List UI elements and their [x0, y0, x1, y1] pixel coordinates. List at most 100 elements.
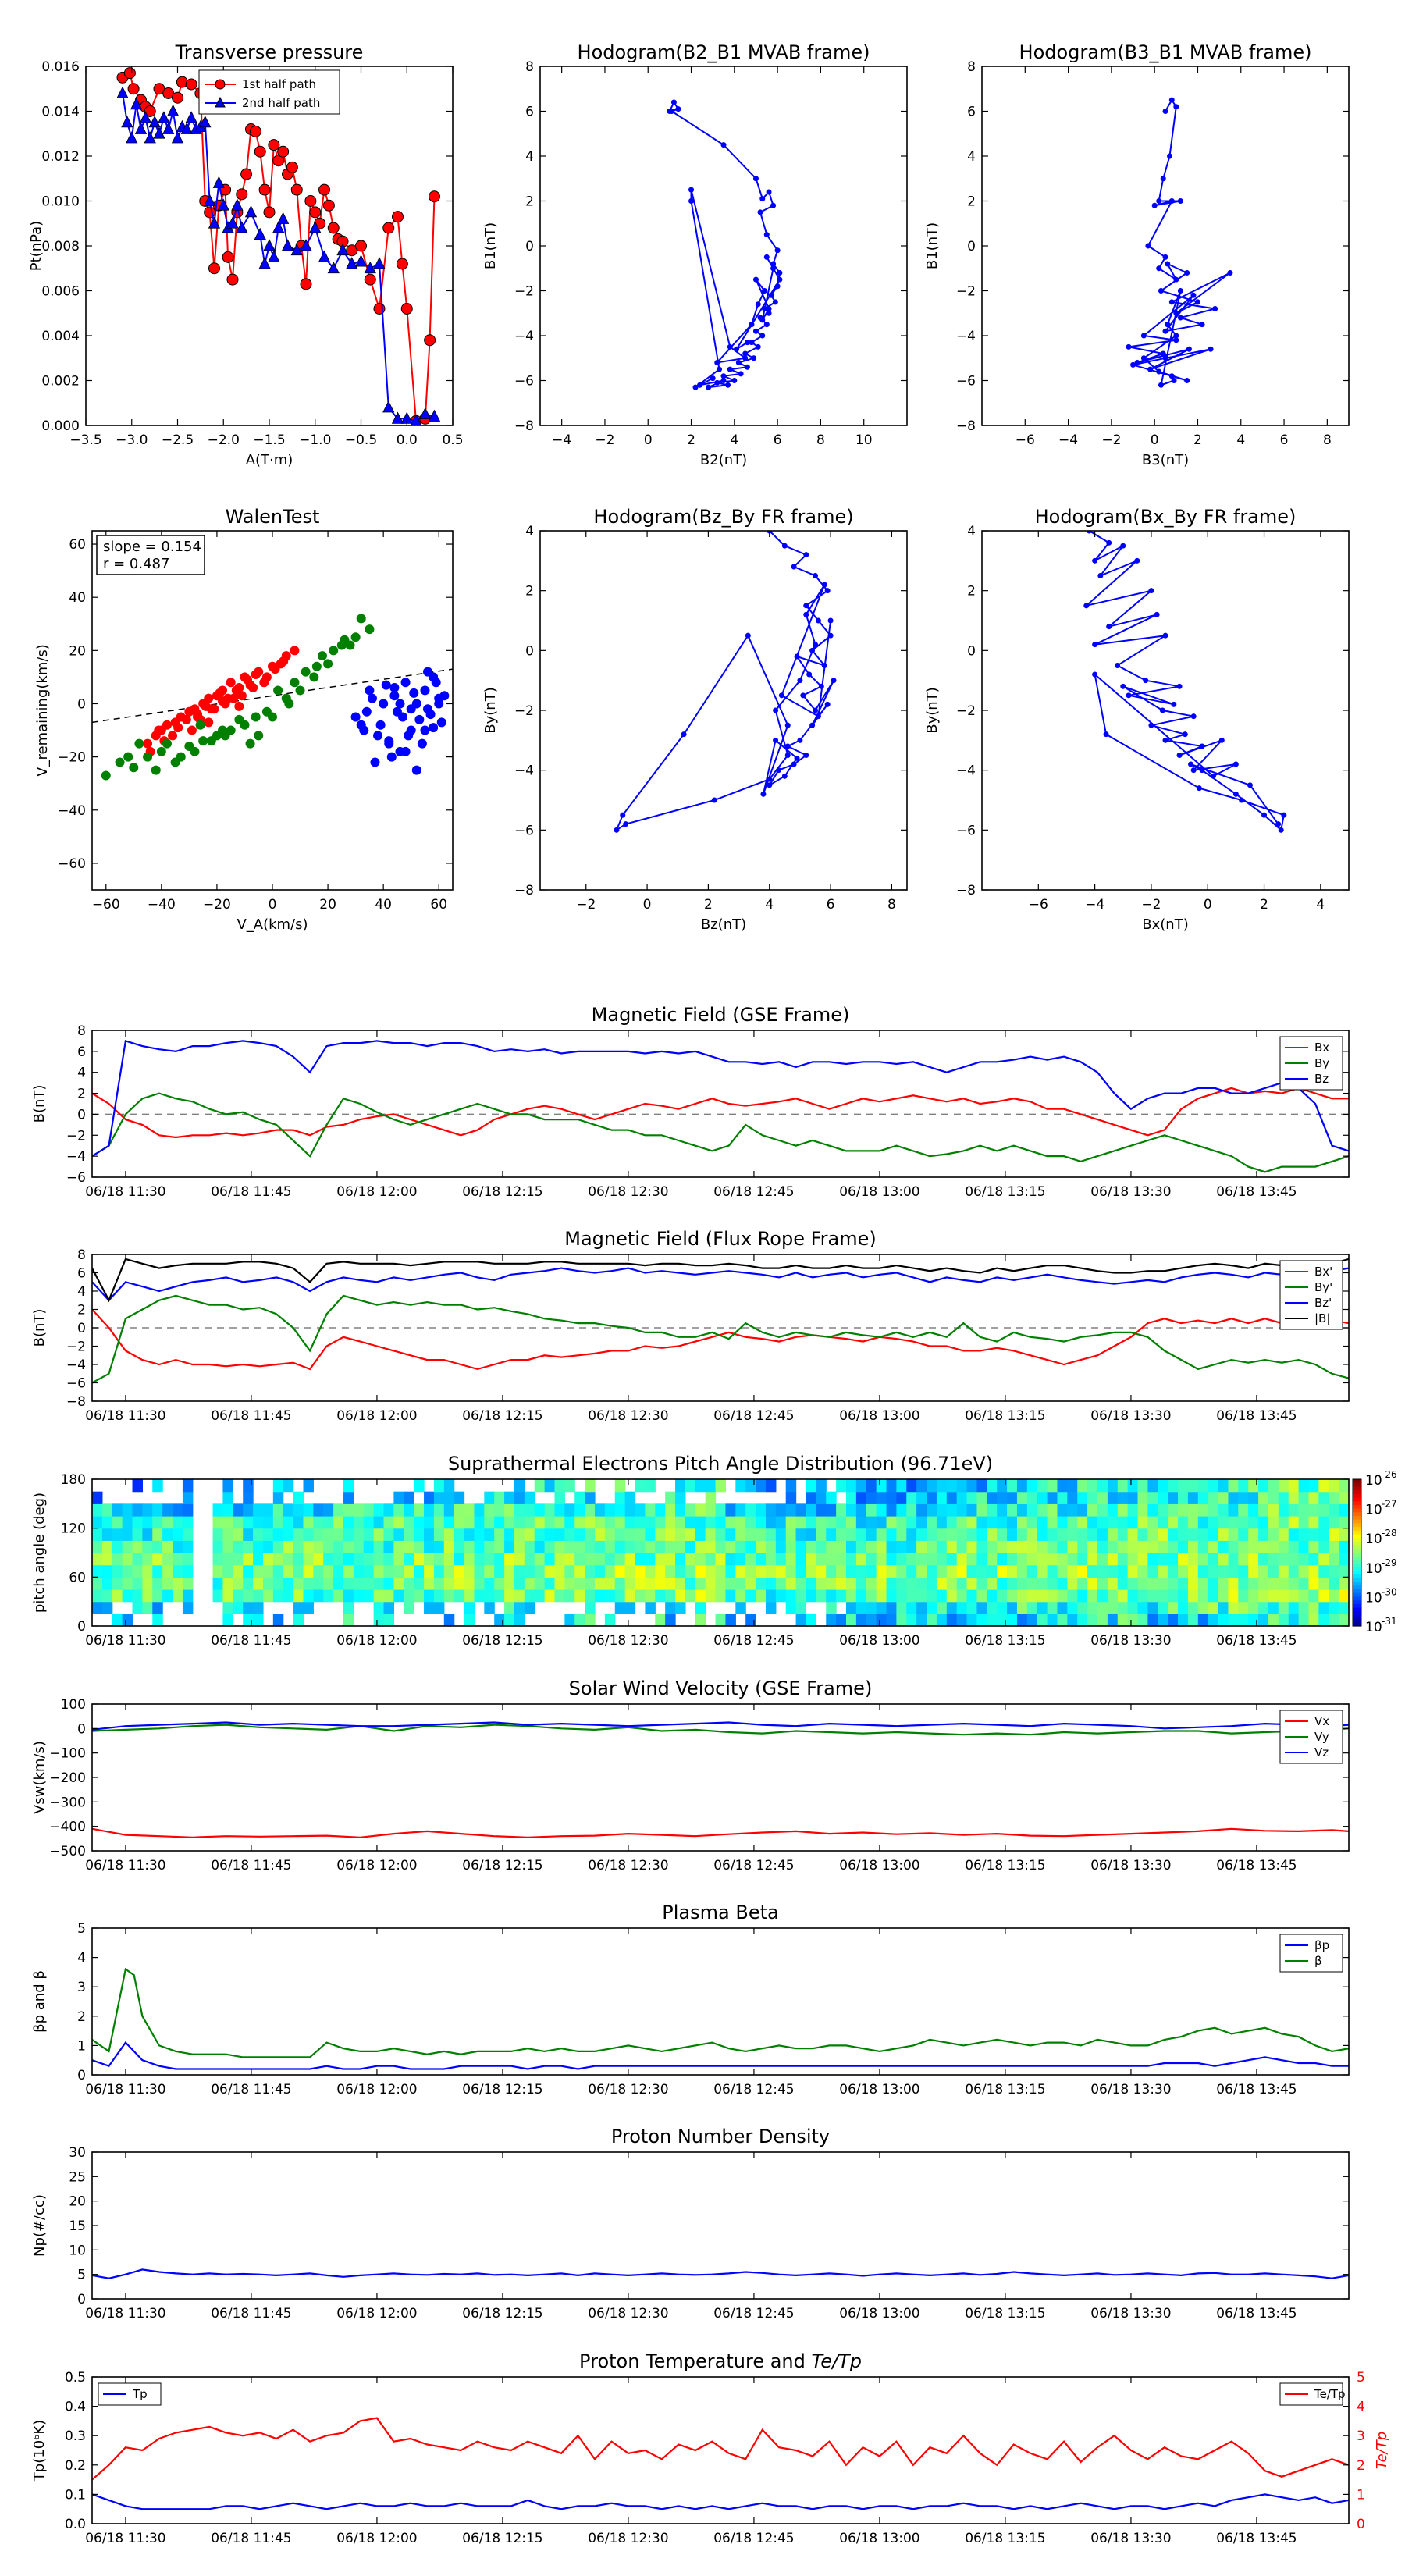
heatmap-cell — [1168, 1589, 1179, 1603]
heatmap-cell — [765, 1577, 777, 1590]
data-point — [803, 552, 809, 558]
heatmap-cell — [404, 1528, 414, 1541]
data-point — [1140, 333, 1147, 339]
y-tick-label: 0 — [77, 1107, 86, 1123]
data-point — [767, 776, 773, 782]
heatmap-cell — [946, 1540, 958, 1553]
data-point — [749, 340, 755, 346]
data-point — [1158, 382, 1164, 388]
heatmap-cell — [1248, 1577, 1259, 1590]
heatmap-cell — [705, 1503, 717, 1517]
legend-swatch-marker — [215, 96, 226, 108]
y-tick-label: −4 — [514, 329, 534, 344]
heatmap-cell — [896, 1577, 907, 1590]
heatmap-cell — [1057, 1564, 1068, 1578]
heatmap-cell — [564, 1479, 575, 1493]
heatmap-cell — [152, 1479, 163, 1493]
heatmap-cell — [1258, 1564, 1269, 1578]
x-tick-label: 06/18 13:15 — [965, 2306, 1045, 2322]
data-point — [688, 198, 695, 204]
y-tick-label: −8 — [956, 883, 976, 898]
heatmap-cell — [665, 1577, 676, 1590]
heatmap-cell — [1097, 1564, 1108, 1578]
heatmap-cell — [1137, 1503, 1148, 1517]
heatmap-cell — [253, 1540, 264, 1553]
y-tick-label: 4 — [967, 524, 976, 539]
heatmap-cell — [624, 1528, 636, 1541]
heatmap-cell — [795, 1503, 807, 1517]
heatmap-cell — [1007, 1540, 1018, 1553]
heatmap-cell — [433, 1577, 445, 1590]
heatmap-cell — [1067, 1516, 1078, 1529]
heatmap-cell — [987, 1479, 998, 1493]
data-point — [623, 821, 629, 827]
heatmap-cell — [1067, 1614, 1078, 1626]
data-point — [201, 701, 211, 711]
heatmap-cell — [785, 1601, 797, 1614]
heatmap-cell — [182, 1503, 194, 1517]
heatmap-cell — [604, 1540, 616, 1553]
x-tick-label: 06/18 13:30 — [1090, 1633, 1171, 1649]
heatmap-cell — [1107, 1491, 1119, 1504]
data-point — [340, 635, 350, 645]
heatmap-cell — [876, 1577, 887, 1590]
heatmap-cell — [1218, 1540, 1229, 1553]
heatmap-cell — [424, 1589, 435, 1603]
heatmap-cell — [866, 1564, 877, 1578]
heatmap-cell — [504, 1577, 515, 1590]
y-axis-label: By(nT) — [924, 687, 941, 733]
data-point — [745, 632, 751, 639]
heatmap-cell — [182, 1516, 194, 1529]
data-point — [254, 145, 266, 158]
y-tick-label: 0 — [967, 239, 976, 254]
y-tick-label: 4 — [525, 149, 534, 165]
data-point — [827, 632, 834, 639]
heatmap-cell — [695, 1589, 706, 1603]
heatmap-cell — [152, 1564, 163, 1578]
colorbar-segment — [1353, 1607, 1361, 1612]
heatmap-cell — [855, 1503, 867, 1517]
heatmap-cell — [1318, 1553, 1329, 1566]
heatmap-cell — [534, 1528, 546, 1541]
heatmap-cell — [554, 1553, 565, 1566]
heatmap-cell — [363, 1564, 375, 1578]
heatmap-cell — [142, 1601, 153, 1614]
heatmap-cell — [1298, 1601, 1310, 1614]
heatmap-cell — [1329, 1479, 1339, 1493]
heatmap-cell — [1278, 1491, 1289, 1504]
heatmap-cell — [1248, 1479, 1259, 1493]
plot-area — [1126, 97, 1233, 388]
x-tick-label: 40 — [375, 897, 392, 913]
heatmap-cell — [484, 1516, 495, 1529]
plot-frame — [91, 2151, 1350, 2300]
data-point — [738, 371, 744, 377]
heatmap-cell — [705, 1491, 717, 1504]
data-point — [215, 688, 225, 698]
x-tick-label: −2 — [1101, 432, 1121, 448]
data-point — [180, 122, 193, 134]
heatmap-cell — [1208, 1589, 1219, 1603]
heatmap-cell — [855, 1601, 867, 1614]
data-point — [776, 767, 781, 774]
heatmap-cell — [514, 1479, 525, 1493]
heatmap-cell — [272, 1589, 284, 1603]
data-point — [218, 696, 228, 706]
colorbar-segment — [1353, 1585, 1361, 1590]
y-tick-label: 6 — [77, 1044, 86, 1060]
data-point — [300, 278, 312, 290]
heatmap-cell — [997, 1564, 1008, 1578]
heatmap-cell — [1047, 1540, 1058, 1553]
heatmap-cell — [1147, 1614, 1158, 1626]
heatmap-cell — [494, 1589, 505, 1603]
y-tick-label: 60 — [69, 537, 86, 553]
heatmap-cell — [1178, 1577, 1189, 1590]
heatmap-cell — [876, 1601, 887, 1614]
heatmap-cell — [1147, 1503, 1158, 1517]
heatmap-cell — [152, 1614, 163, 1626]
heatmap-cell — [765, 1564, 777, 1578]
heatmap-cell — [1147, 1479, 1158, 1493]
heatmap-cell — [1007, 1553, 1018, 1566]
x-axis-label: V_A(km/s) — [237, 916, 308, 933]
data-point — [744, 340, 750, 346]
